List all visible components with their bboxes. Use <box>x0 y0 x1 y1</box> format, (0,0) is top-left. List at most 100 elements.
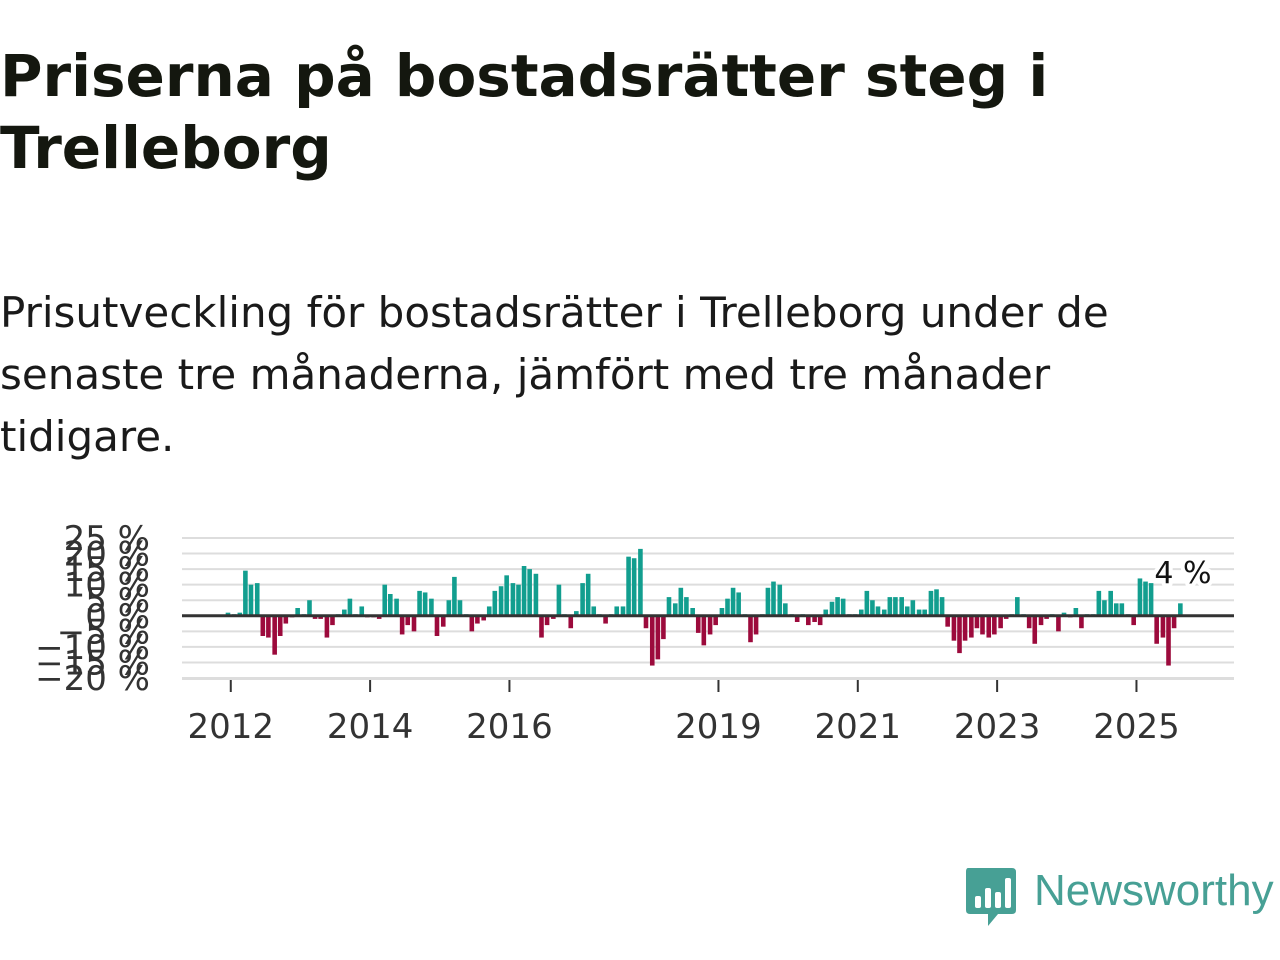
bar <box>1108 590 1113 616</box>
bar <box>266 615 271 638</box>
bar <box>457 600 463 616</box>
bar-series <box>225 548 1183 666</box>
bar <box>992 615 997 635</box>
bar <box>243 570 248 616</box>
bar <box>823 609 829 616</box>
bar <box>719 608 725 616</box>
bar <box>603 615 608 624</box>
bar <box>510 583 516 616</box>
bar <box>521 566 527 616</box>
bar <box>1160 615 1166 638</box>
bar <box>556 584 562 616</box>
bar <box>730 587 736 616</box>
bar <box>655 615 661 660</box>
x-tick-label: 2019 <box>675 707 762 747</box>
bar <box>962 615 968 641</box>
bar <box>307 600 312 616</box>
newsworthy-logo-icon <box>966 868 1016 926</box>
bar <box>1056 615 1061 632</box>
bar <box>864 590 870 616</box>
y-tick-label: 20 % <box>64 535 150 575</box>
bar <box>434 615 440 636</box>
x-tick-label: 2021 <box>815 707 902 747</box>
bar <box>422 592 428 616</box>
chart-title: Priserna på bostadsrätter steg i Trelleb… <box>0 42 1049 182</box>
bar <box>388 594 393 616</box>
bar <box>684 597 689 616</box>
bar <box>1015 597 1020 616</box>
bar <box>481 615 486 621</box>
bar <box>620 606 626 616</box>
bar <box>875 606 881 616</box>
bar <box>910 600 916 616</box>
bar <box>574 611 579 616</box>
bar <box>475 615 480 624</box>
x-tick-label: 2016 <box>466 707 553 747</box>
bar <box>666 597 672 616</box>
bar <box>649 615 655 666</box>
bar <box>225 612 231 616</box>
bar <box>399 615 405 635</box>
bar <box>394 598 399 616</box>
bar <box>1032 615 1038 644</box>
bar <box>951 615 957 641</box>
bar <box>695 615 701 633</box>
bar <box>661 615 666 640</box>
bar <box>591 606 597 616</box>
bar <box>806 615 811 626</box>
bar <box>945 615 950 627</box>
y-tick-label: 10 % <box>64 566 150 606</box>
bar <box>969 615 974 638</box>
bar <box>986 615 992 638</box>
bar <box>974 615 980 629</box>
bar <box>405 615 411 626</box>
y-tick-label: 5 % <box>85 581 150 621</box>
bar <box>1137 578 1143 616</box>
bar <box>1154 615 1159 644</box>
bar <box>1038 615 1044 626</box>
bar <box>469 615 475 632</box>
bar <box>417 590 422 616</box>
bar <box>881 609 887 616</box>
bar <box>492 590 498 616</box>
bar <box>324 615 330 638</box>
bar <box>736 592 741 616</box>
bar <box>1073 608 1079 616</box>
bar <box>283 615 289 624</box>
bar <box>614 606 620 616</box>
bar <box>544 615 550 626</box>
x-tick-label: 2014 <box>327 707 414 747</box>
bar <box>638 548 643 616</box>
bar <box>411 615 417 632</box>
bar <box>347 598 353 616</box>
bar <box>817 615 823 626</box>
bar <box>585 573 591 616</box>
bar <box>254 583 260 616</box>
bar <box>440 615 446 627</box>
bar <box>725 598 730 616</box>
bar <box>382 584 388 616</box>
bar <box>1044 615 1049 619</box>
bar <box>429 598 434 616</box>
bar <box>858 609 864 616</box>
bar <box>1113 603 1119 616</box>
bar <box>690 608 695 616</box>
bar-chart: 25 %20 %15 %10 %5 %0 %−5 %−10 %−15 %−20 … <box>35 519 1234 747</box>
bar <box>318 615 323 619</box>
bar <box>672 603 678 616</box>
bar <box>504 575 509 616</box>
bar <box>1026 615 1032 629</box>
annotation-text: 4 % <box>1154 556 1211 591</box>
bar <box>277 615 283 636</box>
bar <box>701 615 707 646</box>
bar <box>330 615 335 626</box>
bar <box>939 597 945 616</box>
bar <box>272 615 277 655</box>
bar <box>1003 615 1009 619</box>
bar <box>777 584 783 616</box>
bar <box>998 615 1003 629</box>
bar <box>1096 590 1102 616</box>
bar <box>812 615 817 622</box>
bar <box>312 615 318 619</box>
newsworthy-logo-text: Newsworthy <box>1034 866 1274 915</box>
